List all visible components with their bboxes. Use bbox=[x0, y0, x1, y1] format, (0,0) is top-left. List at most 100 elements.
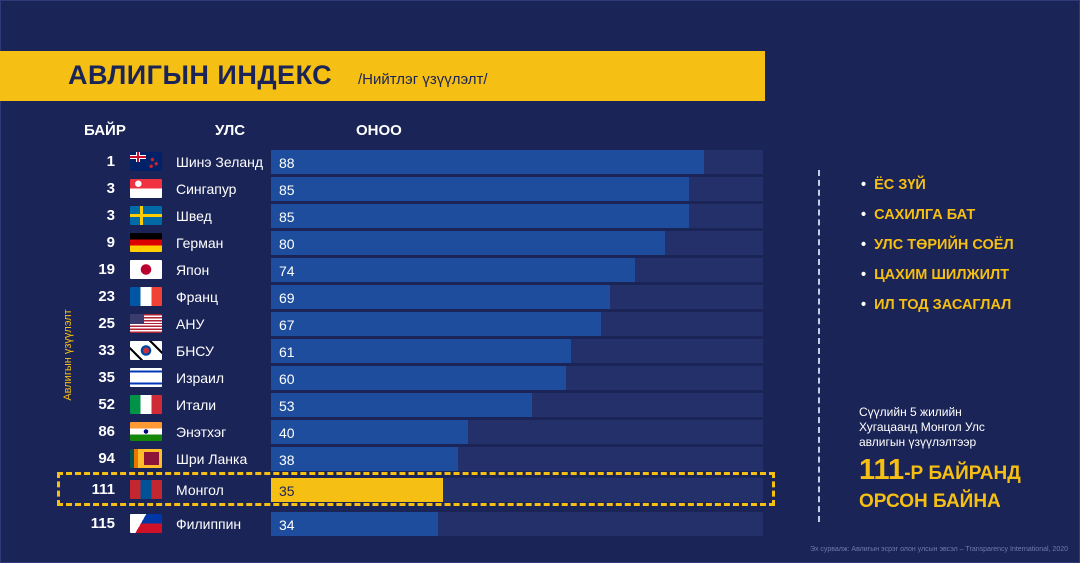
table-row: 86 Энэтхэг 40 bbox=[0, 420, 780, 444]
divider bbox=[818, 170, 820, 522]
flag-sweden-icon bbox=[130, 206, 162, 225]
country-name: Шри Ланка bbox=[176, 451, 248, 467]
summary-highlight: 111-Р БАЙРАНД bbox=[859, 454, 1021, 487]
bar-value-label: 38 bbox=[279, 452, 295, 468]
country-name: Энэтхэг bbox=[176, 424, 227, 440]
rank-value: 35 bbox=[98, 369, 115, 386]
bar-value-label: 74 bbox=[279, 263, 295, 279]
bar-value-label: 85 bbox=[279, 182, 295, 198]
factor-label: САХИЛГА БАТ bbox=[874, 207, 976, 223]
factor-item: • УЛС ТӨРИЙН СОЁЛ bbox=[861, 237, 1014, 267]
country-name: Итали bbox=[176, 397, 217, 413]
bullet-icon: • bbox=[861, 207, 867, 223]
flag-new-zealand-icon bbox=[130, 152, 162, 171]
country-name: Франц bbox=[176, 289, 218, 305]
rank-value: 23 bbox=[98, 288, 115, 305]
rank-value: 33 bbox=[98, 342, 115, 359]
table-row: 3 Швед 85 bbox=[0, 204, 780, 228]
rank-value: 1 bbox=[106, 153, 115, 170]
bar-value-label: 40 bbox=[279, 425, 295, 441]
country-name: Швед bbox=[176, 208, 212, 224]
column-header-country: УЛС bbox=[215, 122, 246, 139]
bar bbox=[271, 231, 665, 255]
country-name: Япон bbox=[176, 262, 210, 278]
flag-india-icon bbox=[130, 422, 162, 441]
column-header-score: ОНОО bbox=[356, 122, 402, 139]
country-name: Монгол bbox=[176, 482, 224, 498]
bar bbox=[271, 420, 468, 444]
table-row: 52 Итали 53 bbox=[0, 393, 780, 417]
rank-value: 111 bbox=[91, 481, 115, 498]
flag-germany-icon bbox=[130, 233, 162, 252]
table-row: 111 Монгол 35 bbox=[0, 478, 780, 502]
rank-value: 25 bbox=[98, 315, 115, 332]
table-row: 1 Шинэ Зеланд 88 bbox=[0, 150, 780, 174]
bullet-icon: • bbox=[861, 267, 867, 283]
factor-list: • ЁС ЗҮЙ • САХИЛГА БАТ • УЛС ТӨРИЙН СОЁЛ • Ц… bbox=[861, 177, 1014, 327]
factor-label: УЛС ТӨРИЙН СОЁЛ bbox=[874, 237, 1014, 253]
summary-rank-suffix: -Р БАЙРАНД bbox=[904, 463, 1021, 484]
bar-value-label: 35 bbox=[279, 483, 295, 499]
bar bbox=[271, 258, 636, 282]
summary-highlight-line2: ОРСОН БАЙНА bbox=[859, 491, 1001, 512]
country-name: Шинэ Зеланд bbox=[176, 154, 264, 170]
rank-value: 9 bbox=[106, 234, 115, 251]
bar-value-label: 34 bbox=[279, 517, 295, 533]
source-note: Эх сурвалж: Авлигын эсрэг олон улсын эвс… bbox=[809, 546, 1068, 553]
table-row: 33 БНСУ 61 bbox=[0, 339, 780, 363]
bar bbox=[271, 366, 567, 390]
bar-value-label: 61 bbox=[279, 344, 295, 360]
page-subtitle: /Нийтлэг үзүүлэлт/ bbox=[358, 71, 488, 88]
bar-value-label: 67 bbox=[279, 317, 295, 333]
table-row: 25 АНУ 67 bbox=[0, 312, 780, 336]
bar bbox=[271, 339, 572, 363]
bar-value-label: 88 bbox=[279, 155, 295, 171]
rank-value: 52 bbox=[98, 396, 115, 413]
factor-item: • САХИЛГА БАТ bbox=[861, 207, 1014, 237]
flag-usa-icon bbox=[130, 314, 162, 333]
summary-line: авлигын үзүүлэлтээр bbox=[859, 435, 977, 449]
page-title: АВЛИГЫН ИНДЕКС bbox=[68, 60, 333, 90]
rank-value: 115 bbox=[90, 515, 115, 532]
summary-note: Сүүлийн 5 жилийн Хугацаанд Монгол Улс ав… bbox=[859, 405, 985, 450]
highlight-box bbox=[57, 472, 775, 506]
table-row: 19 Япон 74 bbox=[0, 258, 780, 282]
table-row: 35 Израил 60 bbox=[0, 366, 780, 390]
rank-value: 3 bbox=[106, 207, 115, 224]
bullet-icon: • bbox=[861, 297, 867, 313]
bar bbox=[271, 150, 704, 174]
column-header-rank: БАЙР bbox=[84, 122, 126, 139]
flag-singapore-icon bbox=[130, 179, 162, 198]
bar bbox=[271, 447, 458, 471]
table-row: 3 Сингапур 85 bbox=[0, 177, 780, 201]
title-band bbox=[0, 51, 765, 101]
rank-value: 94 bbox=[98, 450, 115, 467]
table-row: 94 Шри Ланка 38 bbox=[0, 447, 780, 471]
bar bbox=[271, 177, 690, 201]
rank-value: 3 bbox=[106, 180, 115, 197]
bar bbox=[271, 393, 532, 417]
flag-south-korea-icon bbox=[130, 341, 162, 360]
country-name: БНСУ bbox=[176, 343, 214, 359]
country-name: Герман bbox=[176, 235, 224, 251]
table-row: 115 Филиппин 34 bbox=[0, 512, 780, 536]
summary-line: Хугацаанд Монгол Улс bbox=[859, 420, 985, 434]
rank-value: 19 bbox=[98, 261, 115, 278]
bullet-icon: • bbox=[861, 237, 867, 253]
flag-israel-icon bbox=[130, 368, 162, 387]
factor-item: • ЦАХИМ ШИЛЖИЛТ bbox=[861, 267, 1014, 297]
bar bbox=[271, 285, 611, 309]
bar-value-label: 85 bbox=[279, 209, 295, 225]
factor-label: ЁС ЗҮЙ bbox=[874, 177, 926, 193]
table-row: 9 Герман 80 bbox=[0, 231, 780, 255]
table-row: 23 Франц 69 bbox=[0, 285, 780, 309]
summary-line: Сүүлийн 5 жилийн bbox=[859, 405, 962, 419]
bar-value-label: 69 bbox=[279, 290, 295, 306]
flag-philippines-icon bbox=[130, 514, 162, 533]
factor-label: ИЛ ТОД ЗАСАГЛАЛ bbox=[874, 297, 1012, 313]
bar-value-label: 60 bbox=[279, 371, 295, 387]
factor-item: • ИЛ ТОД ЗАСАГЛАЛ bbox=[861, 297, 1014, 327]
rank-value: 86 bbox=[98, 423, 115, 440]
bar bbox=[271, 512, 439, 536]
bar-value-label: 53 bbox=[279, 398, 295, 414]
